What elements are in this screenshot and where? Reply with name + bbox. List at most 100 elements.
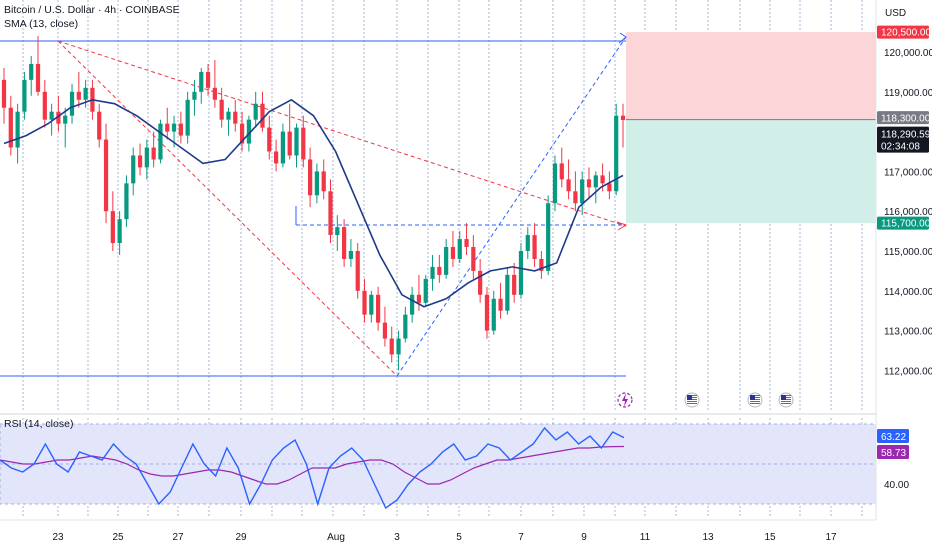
time-tick-label: 17 — [825, 532, 837, 543]
rsi-value-tag[interactable]: 63.22 — [877, 429, 909, 443]
lightning-event-icon[interactable] — [617, 392, 633, 408]
position-zones[interactable] — [626, 32, 876, 224]
currency-label: USD — [885, 8, 906, 19]
price-tick-label: 117,000.00 — [884, 167, 932, 178]
candle-body — [382, 322, 388, 339]
price-tick-label: 120,000.00 — [884, 48, 932, 59]
candle-body — [552, 163, 558, 204]
current-price-value: 118,290.59 — [881, 130, 931, 141]
candle-body — [56, 111, 61, 124]
svg-text:118,300.00: 118,300.00 — [881, 113, 931, 124]
candle-body — [539, 258, 544, 271]
candle-body — [192, 91, 197, 100]
candle-body — [49, 111, 54, 120]
falling-wedge-line[interactable] — [57, 40, 398, 377]
stop-zone[interactable] — [626, 119, 876, 224]
candle-body — [573, 191, 578, 204]
price-tick-label: 112,000.00 — [884, 366, 932, 377]
candle-body — [389, 338, 394, 355]
candle-body — [559, 163, 564, 180]
candle-body — [280, 131, 285, 164]
candle-countdown: 02:34:08 — [881, 142, 920, 153]
candle-body — [131, 155, 136, 184]
projection-line[interactable] — [396, 36, 627, 377]
candle-body — [1, 79, 7, 108]
candle-body — [566, 179, 571, 192]
time-tick-label: 27 — [172, 532, 184, 543]
candle-body — [586, 179, 592, 188]
candle-body — [165, 123, 170, 132]
candle-body — [321, 171, 326, 192]
candle-body — [35, 63, 41, 92]
stop-price-tag[interactable]: 115,700.00 — [877, 216, 931, 230]
candle-body — [199, 71, 204, 92]
candle-body — [532, 235, 537, 259]
us-flag-event-icon[interactable] — [778, 392, 794, 408]
candle-body — [69, 91, 75, 116]
price-axis[interactable]: USD 120,000.00 119,000.00 117,000.00 116,00… — [875, 0, 932, 520]
candle-body — [29, 63, 34, 80]
time-tick-label: 13 — [702, 532, 714, 543]
candle-body — [212, 87, 217, 100]
svg-text:120,500.00: 120,500.00 — [881, 28, 931, 39]
candle-body — [580, 179, 585, 204]
candle-body — [301, 127, 306, 160]
candle-body — [137, 155, 143, 168]
events-row[interactable] — [617, 392, 794, 408]
sma-legend[interactable]: SMA (13, close) — [4, 18, 79, 30]
candle-body — [471, 247, 476, 271]
candle-body — [239, 123, 245, 144]
rsi-legend[interactable]: RSI (14, close) — [4, 418, 74, 430]
candles — [1, 36, 626, 371]
candle-body — [103, 139, 109, 212]
candle-body — [396, 338, 401, 355]
candle-body — [219, 99, 224, 120]
time-tick-label: 11 — [640, 532, 651, 543]
us-flag-event-icon[interactable] — [684, 392, 700, 408]
candle-body — [512, 274, 517, 295]
time-tick-label: 29 — [235, 532, 247, 543]
trend-lines[interactable] — [0, 32, 628, 377]
time-tick-label: 25 — [112, 532, 124, 543]
symbol-title[interactable]: Bitcoin / U.S. Dollar · 4h · COINBASE — [4, 4, 180, 16]
candle-body — [525, 235, 530, 251]
time-tick-label: 3 — [394, 532, 400, 543]
candle-body — [342, 227, 347, 259]
candle-body — [348, 251, 354, 259]
candle-body — [63, 115, 68, 124]
target-zone[interactable] — [626, 32, 876, 120]
candle-body — [444, 247, 449, 275]
target-price-tag[interactable]: 120,500.00 — [877, 25, 931, 39]
us-flag-event-icon[interactable] — [747, 392, 763, 408]
candle-body — [8, 107, 13, 148]
candle-body — [178, 123, 183, 136]
candle-body — [505, 274, 510, 311]
candle-body — [42, 91, 47, 120]
candle-body — [457, 239, 462, 259]
candle-body — [498, 298, 503, 311]
candle-body — [593, 175, 598, 188]
candle-body — [144, 147, 149, 168]
candle-body — [294, 127, 299, 156]
candle-body — [97, 111, 102, 140]
candle-body — [450, 247, 456, 259]
candle-body — [15, 111, 20, 148]
candle-body — [273, 151, 279, 164]
rsi-line — [0, 426, 625, 510]
candle-body — [484, 294, 490, 331]
candle-body — [546, 203, 551, 271]
price-tick-label: 115,000.00 — [884, 247, 932, 258]
rsi-ma-value-tag[interactable]: 58.73 — [877, 445, 909, 459]
time-tick-label: 23 — [52, 532, 64, 543]
candle-body — [151, 147, 156, 160]
candle-body — [287, 131, 292, 156]
candle-body — [171, 123, 177, 132]
sma-line — [3, 98, 624, 308]
candle-body — [226, 111, 231, 120]
descending-trend-line[interactable] — [57, 40, 627, 227]
entry-price-tag[interactable]: 118,300.00 — [877, 111, 931, 124]
time-axis[interactable]: 23 25 27 29 Aug 3 5 7 9 11 13 15 17 — [0, 519, 876, 543]
